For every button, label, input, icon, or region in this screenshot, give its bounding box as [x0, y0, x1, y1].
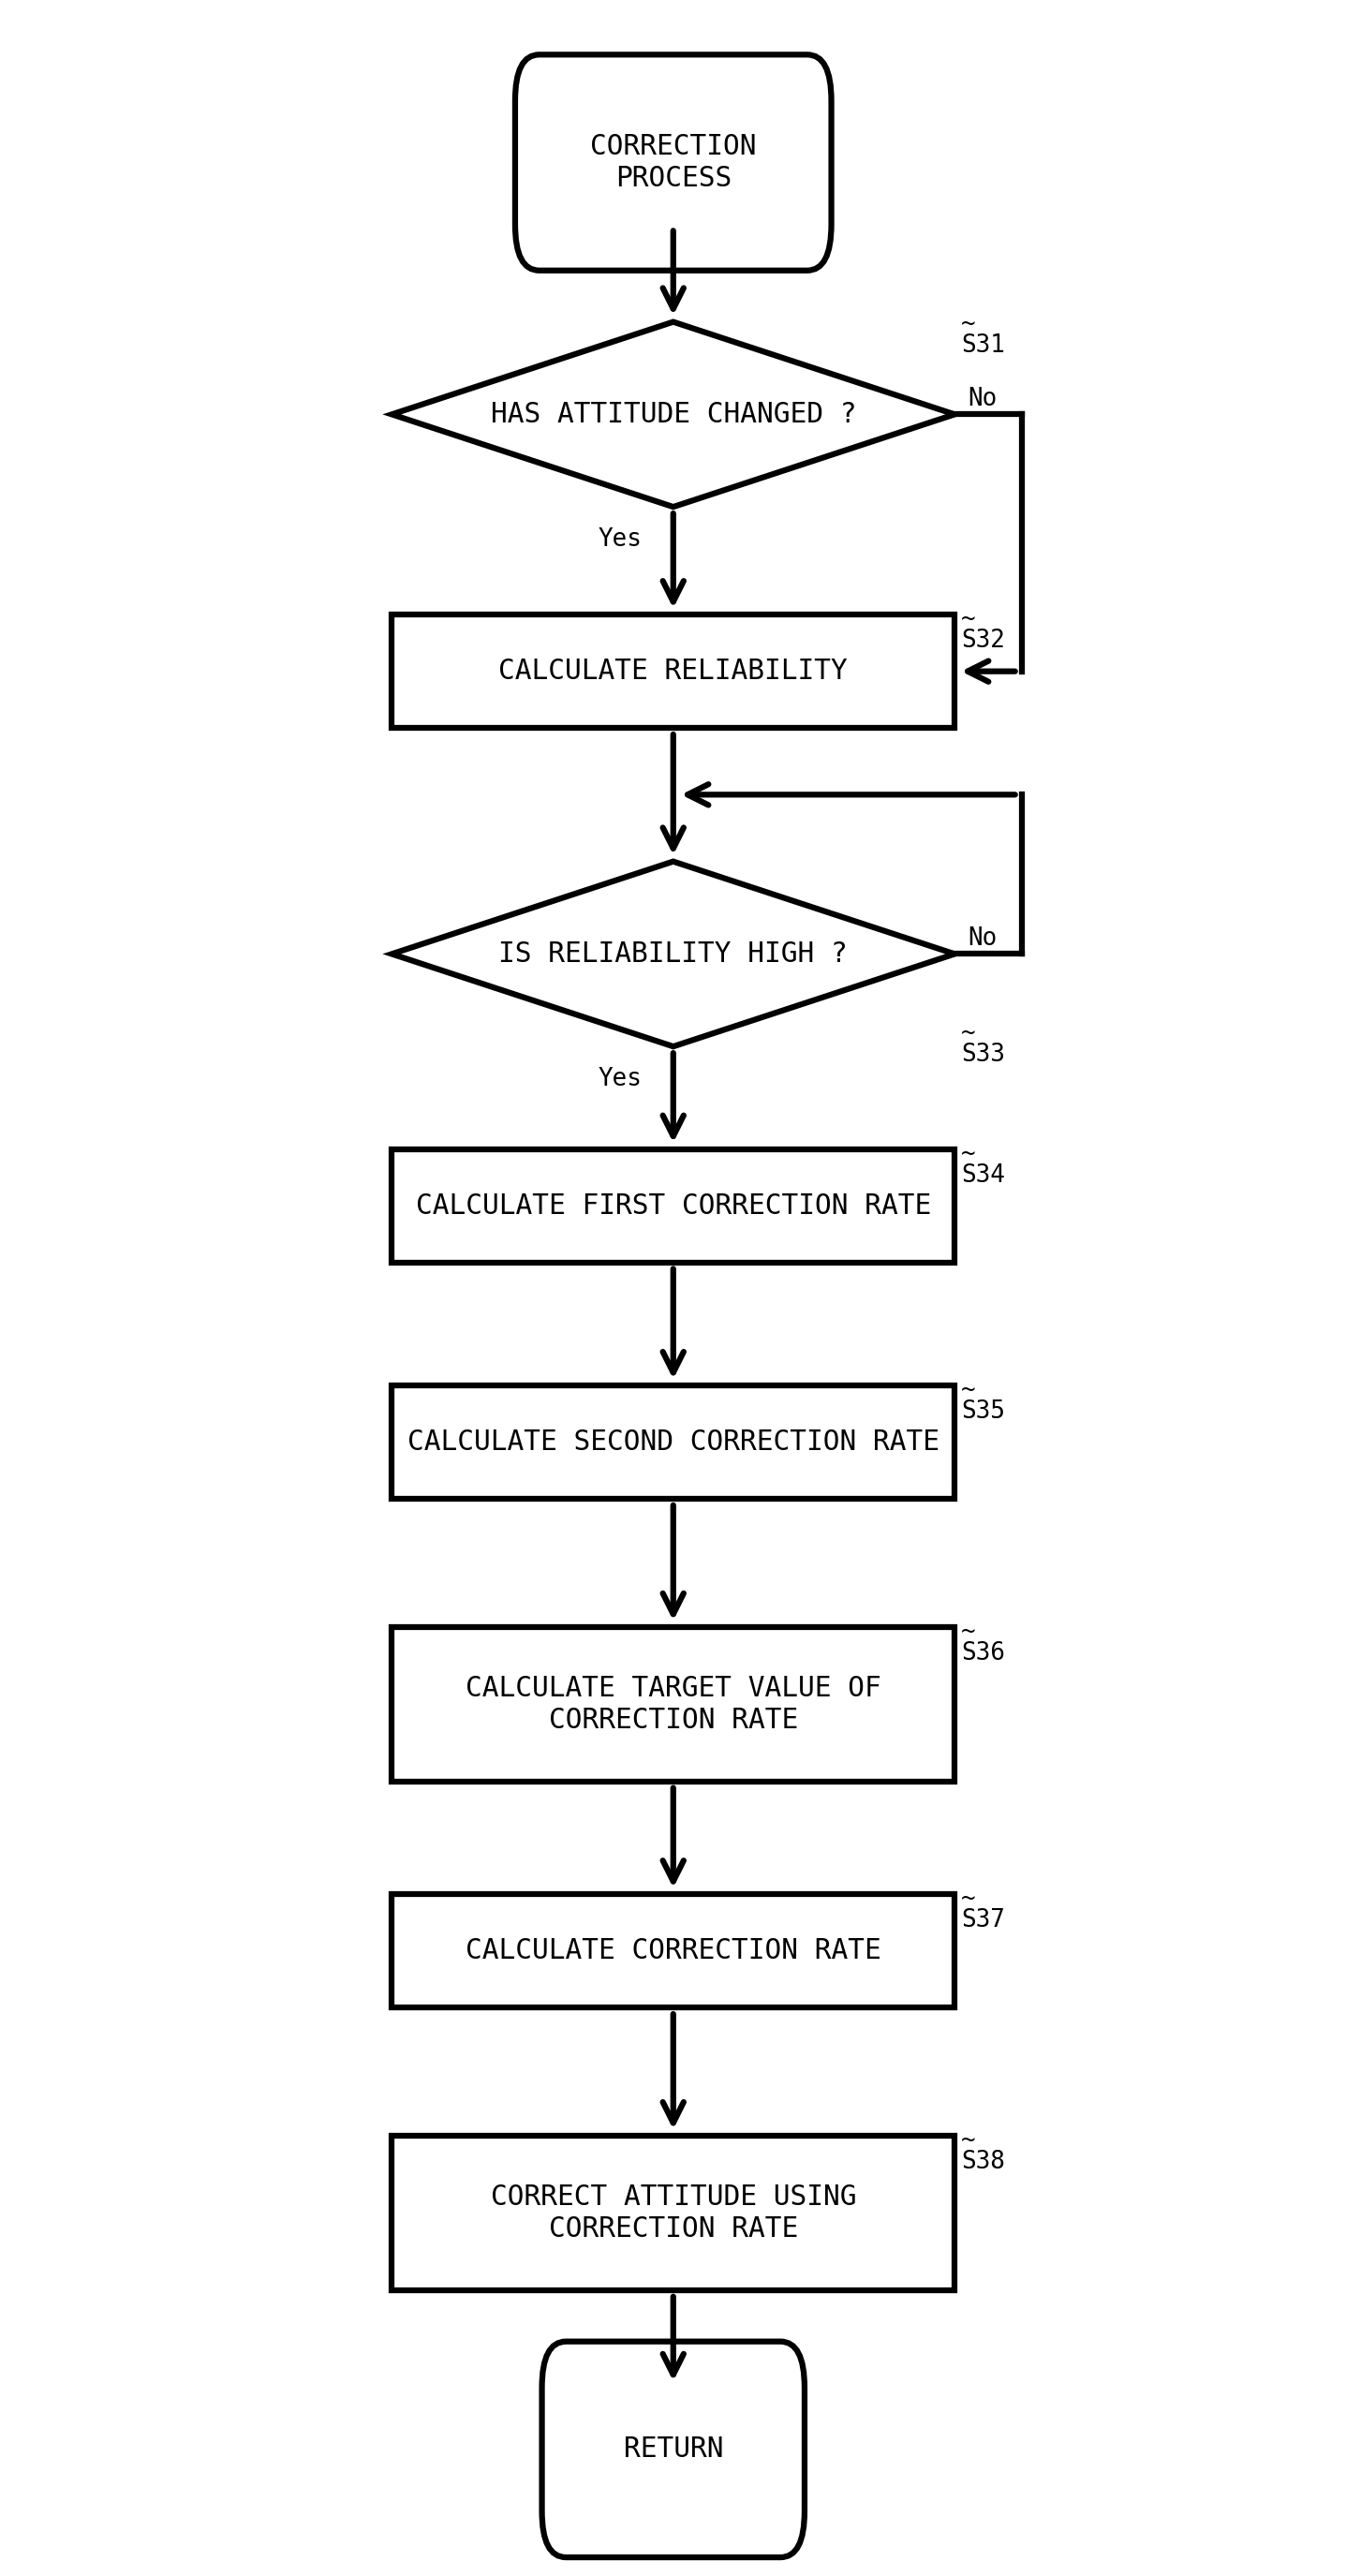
Bar [392, 1628, 954, 1783]
Polygon shape [392, 322, 954, 507]
Text: Yes: Yes [598, 1066, 641, 1092]
Text: ~
S37: ~ S37 [961, 1886, 1005, 1932]
Text: No: No [968, 927, 997, 951]
Bar [392, 1386, 954, 1499]
Text: ~
S31: ~ S31 [961, 312, 1005, 358]
FancyBboxPatch shape [541, 2342, 805, 2558]
Text: CALCULATE RELIABILITY: CALCULATE RELIABILITY [498, 657, 848, 685]
Text: CALCULATE FIRST CORRECTION RATE: CALCULATE FIRST CORRECTION RATE [416, 1193, 930, 1218]
Text: ~
S35: ~ S35 [961, 1378, 1005, 1425]
Text: ~
S32: ~ S32 [961, 608, 1005, 652]
Text: CALCULATE SECOND CORRECTION RATE: CALCULATE SECOND CORRECTION RATE [406, 1430, 940, 1455]
Text: IS RELIABILITY HIGH ?: IS RELIABILITY HIGH ? [498, 940, 848, 969]
Text: HAS ATTITUDE CHANGED ?: HAS ATTITUDE CHANGED ? [490, 402, 856, 428]
Text: ~
S34: ~ S34 [961, 1141, 1005, 1188]
Bar [392, 2136, 954, 2290]
Bar [392, 616, 954, 729]
Text: CALCULATE CORRECTION RATE: CALCULATE CORRECTION RATE [466, 1937, 880, 1965]
Text: CALCULATE TARGET VALUE OF
CORRECTION RATE: CALCULATE TARGET VALUE OF CORRECTION RAT… [466, 1674, 880, 1734]
Text: CORRECTION
PROCESS: CORRECTION PROCESS [590, 134, 756, 191]
Polygon shape [392, 860, 954, 1046]
Bar [392, 1893, 954, 2007]
Text: No: No [968, 386, 997, 412]
Text: ~
S36: ~ S36 [961, 1620, 1005, 1664]
Text: ~
S33: ~ S33 [961, 1020, 1005, 1066]
Bar [392, 1149, 954, 1262]
Text: CORRECT ATTITUDE USING
CORRECTION RATE: CORRECT ATTITUDE USING CORRECTION RATE [490, 2184, 856, 2241]
Text: ~
S38: ~ S38 [961, 2128, 1005, 2174]
Text: Yes: Yes [598, 528, 641, 551]
Text: RETURN: RETURN [623, 2437, 723, 2463]
FancyBboxPatch shape [516, 54, 830, 270]
